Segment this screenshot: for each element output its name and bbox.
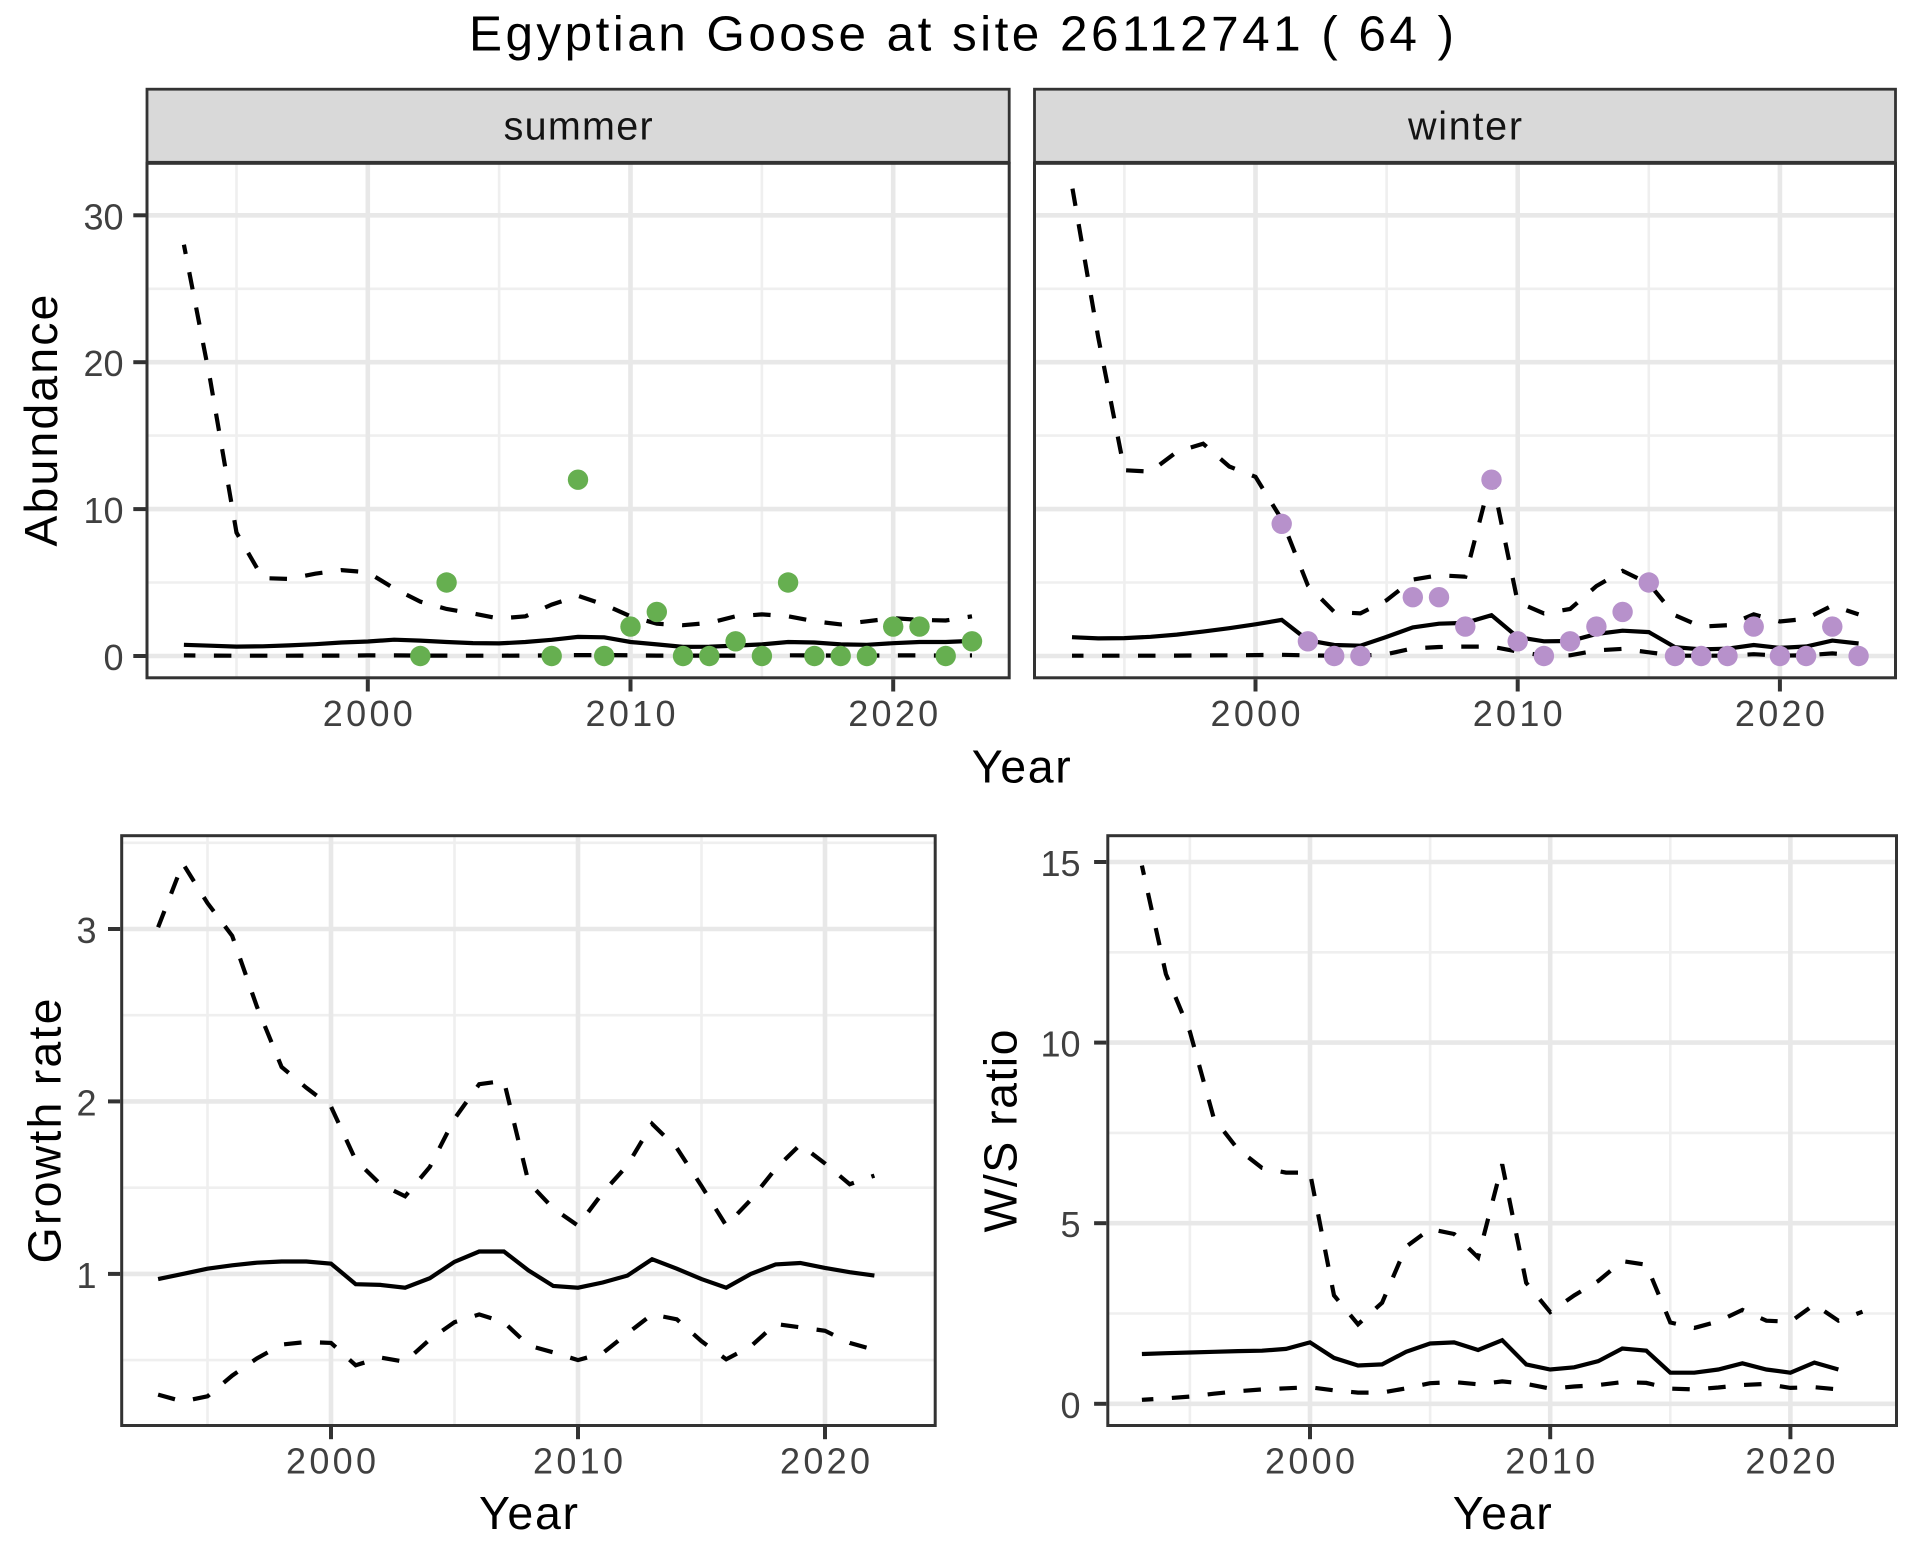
svg-text:Year: Year	[972, 740, 1071, 792]
svg-text:0: 0	[1060, 1385, 1080, 1426]
svg-text:30: 30	[83, 196, 123, 237]
svg-text:Egyptian Goose at site 2611274: Egyptian Goose at site 26112741 ( 64 )	[469, 7, 1454, 62]
svg-text:3: 3	[76, 910, 96, 951]
svg-text:Abundance: Abundance	[15, 295, 67, 547]
svg-text:Growth rate: Growth rate	[19, 999, 71, 1264]
svg-text:20: 20	[83, 343, 123, 384]
svg-text:W/S ratio: W/S ratio	[975, 1030, 1027, 1233]
svg-text:summer: summer	[504, 105, 653, 149]
svg-text:10: 10	[83, 490, 123, 531]
svg-text:Year: Year	[1453, 1487, 1552, 1539]
svg-text:0: 0	[103, 637, 123, 678]
svg-text:Year: Year	[479, 1487, 578, 1539]
svg-text:10: 10	[1040, 1024, 1080, 1065]
svg-text:15: 15	[1040, 843, 1080, 884]
svg-text:2: 2	[76, 1082, 96, 1123]
svg-text:5: 5	[1060, 1204, 1080, 1245]
svg-text:1: 1	[76, 1255, 96, 1296]
svg-text:winter: winter	[1407, 105, 1522, 149]
